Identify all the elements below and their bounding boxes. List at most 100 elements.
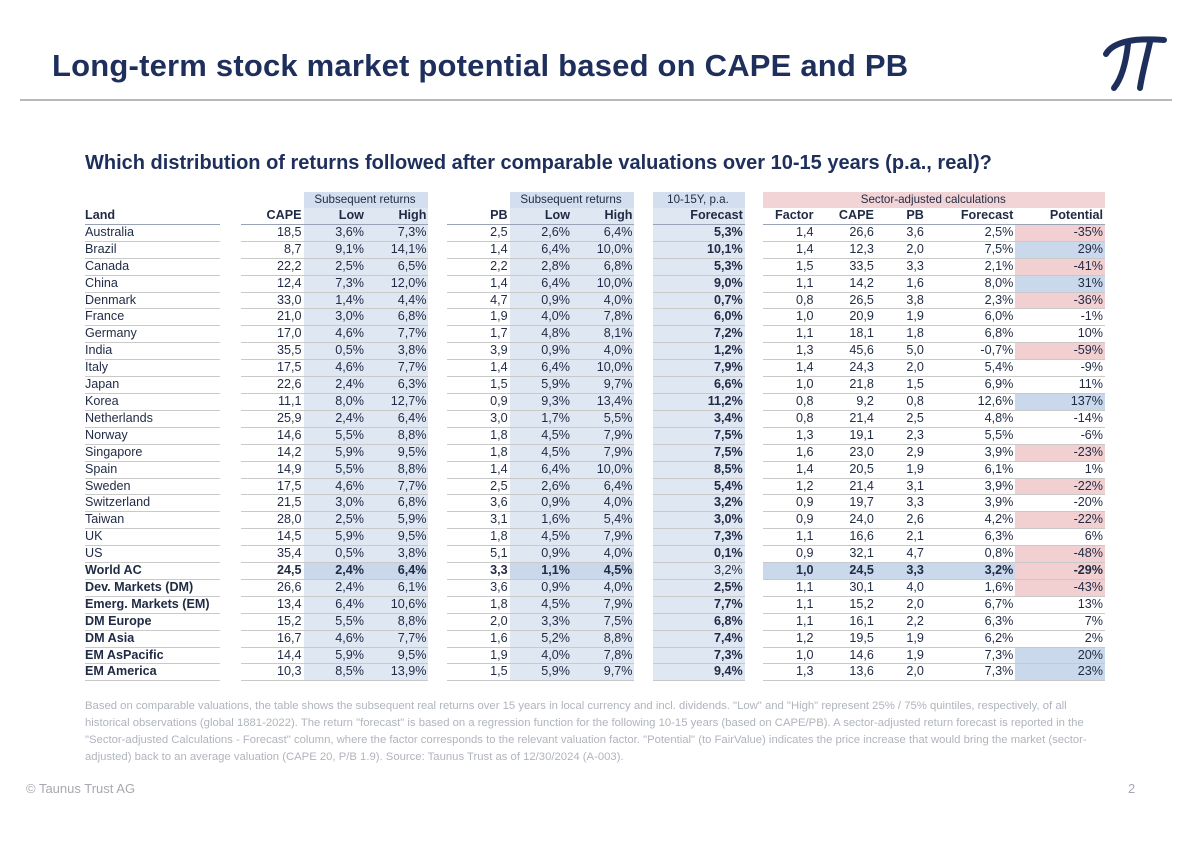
table-row: Emerg. Markets (EM) 13,4 6,4% 10,6% 1,8 4,5% 7… xyxy=(85,596,1105,614)
cell-adj-pb: 2,0 xyxy=(875,359,926,378)
cell-cape-high: 6,1% xyxy=(365,579,429,597)
cell-adj-forecast: 4,8% xyxy=(925,410,1016,428)
cell-cape: 17,5 xyxy=(241,359,304,378)
cell-cape: 26,6 xyxy=(241,579,304,597)
cell-factor: 1,5 xyxy=(763,258,816,276)
column-header-cape-high: High xyxy=(365,208,429,225)
table-row: DM Asia 16,7 4,6% 7,7% 1,6 5,2% 8,8% 7,4% 1,2 19,… xyxy=(85,630,1105,648)
cell-cape-high: 12,7% xyxy=(365,393,429,411)
cell-adj-pb: 4,0 xyxy=(875,579,926,597)
cell-adj-forecast: 6,1% xyxy=(925,461,1016,479)
cell-forecast: 6,0% xyxy=(653,308,745,327)
cell-cape: 16,7 xyxy=(241,630,304,648)
cell-pb-high: 4,0% xyxy=(572,494,635,513)
cell-adj-pb: 3,1 xyxy=(875,478,926,496)
cell-adj-forecast: 6,3% xyxy=(925,613,1016,631)
cell-pb: 0,9 xyxy=(447,393,510,411)
cell-forecast: 9,0% xyxy=(653,275,745,293)
cell-cape-high: 8,8% xyxy=(365,613,429,631)
cell-adj-cape: 33,5 xyxy=(815,258,876,276)
row-label: Australia xyxy=(85,224,221,242)
cell-adj-forecast: 3,9% xyxy=(925,444,1016,462)
cell-pb-high: 7,9% xyxy=(572,427,635,445)
cell-adj-pb: 1,9 xyxy=(875,461,926,479)
cell-pb: 2,5 xyxy=(447,478,510,496)
cell-factor: 0,8 xyxy=(763,410,816,428)
cell-pb-high: 6,8% xyxy=(572,258,635,276)
cell-pb-low: 6,4% xyxy=(509,461,573,479)
cell-forecast: 5,3% xyxy=(653,258,745,276)
cell-adj-forecast: 7,5% xyxy=(925,241,1016,259)
cell-cape-high: 8,8% xyxy=(365,461,429,479)
cell-pb-low: 0,9% xyxy=(509,579,573,597)
cell-cape-low: 8,0% xyxy=(303,393,366,411)
cell-adj-cape: 26,5 xyxy=(815,292,876,310)
cell-cape-high: 6,5% xyxy=(365,258,429,276)
cell-cape: 8,7 xyxy=(241,241,304,259)
row-label: Korea xyxy=(85,393,221,411)
cell-cape-high: 9,5% xyxy=(365,647,429,665)
cell-cape-low: 3,6% xyxy=(303,224,366,242)
cell-pb: 3,6 xyxy=(447,494,510,513)
table-row: Japan 22,6 2,4% 6,3% 1,5 5,9% 9,7% 6,6% 1,0 21,8 1… xyxy=(85,376,1105,394)
cell-pb-high: 8,8% xyxy=(572,630,635,648)
cell-adj-cape: 24,5 xyxy=(815,562,876,580)
cell-cape-high: 5,9% xyxy=(365,511,429,530)
cell-pb-low: 0,9% xyxy=(509,342,573,361)
row-label: Norway xyxy=(85,427,221,445)
cell-pb-low: 5,9% xyxy=(509,663,573,682)
cell-pb-high: 7,9% xyxy=(572,596,635,614)
table-row: EM America 10,3 8,5% 13,9% 1,5 5,9% 9,7% 9,4% 1,… xyxy=(85,663,1105,682)
table-row: World AC 24,5 2,4% 6,4% 3,3 1,1% 4,5% 3,2% 1,0 24… xyxy=(85,562,1105,580)
table-row: Brazil 8,7 9,1% 14,1% 1,4 6,4% 10,0% 10,1% 1,4 12… xyxy=(85,241,1105,259)
row-label: Japan xyxy=(85,376,221,394)
cell-forecast: 6,8% xyxy=(653,613,745,631)
row-label: Singapore xyxy=(85,444,221,462)
cell-cape-low: 2,5% xyxy=(303,511,366,530)
cell-cape: 12,4 xyxy=(241,275,304,293)
cell-pb: 3,3 xyxy=(447,562,510,580)
cell-cape-low: 2,4% xyxy=(303,579,366,597)
cell-forecast: 2,5% xyxy=(653,579,745,597)
cell-adj-cape: 19,7 xyxy=(815,494,876,513)
cell-cape-high: 6,8% xyxy=(365,308,429,327)
column-header-potential: Potential xyxy=(1015,208,1105,225)
cell-factor: 1,4 xyxy=(763,461,816,479)
cell-factor: 0,8 xyxy=(763,292,816,310)
cell-adj-pb: 2,0 xyxy=(875,241,926,259)
cell-cape-low: 8,5% xyxy=(303,663,366,682)
cell-adj-forecast: 0,8% xyxy=(925,545,1016,564)
cell-cape-high: 7,7% xyxy=(365,630,429,648)
cell-cape: 35,4 xyxy=(241,545,304,564)
cell-pb-high: 7,9% xyxy=(572,444,635,462)
cell-adj-forecast: 2,5% xyxy=(925,224,1016,242)
cell-adj-forecast: 6,0% xyxy=(925,308,1016,327)
cell-potential: -9% xyxy=(1015,359,1105,378)
cell-cape-low: 9,1% xyxy=(303,241,366,259)
cell-pb-high: 7,9% xyxy=(572,528,635,547)
cell-pb-high: 4,0% xyxy=(572,342,635,361)
cell-potential: 7% xyxy=(1015,613,1105,631)
cell-cape-high: 13,9% xyxy=(365,663,429,682)
group-header-subsequent-returns-pb: Subsequent returns xyxy=(509,192,635,208)
cell-adj-forecast: 2,1% xyxy=(925,258,1016,276)
cell-cape: 17,0 xyxy=(241,325,304,344)
cell-factor: 1,1 xyxy=(763,613,816,631)
cell-cape-low: 7,3% xyxy=(303,275,366,293)
valuation-returns-table: Subsequent returns Subsequent returns 10… xyxy=(85,192,1105,682)
row-label: Brazil xyxy=(85,241,221,259)
cell-potential: 2% xyxy=(1015,630,1105,648)
cell-adj-forecast: 6,9% xyxy=(925,376,1016,394)
cell-adj-forecast: 3,9% xyxy=(925,494,1016,513)
cell-factor: 1,1 xyxy=(763,596,816,614)
cell-pb-low: 4,0% xyxy=(509,647,573,665)
row-label: India xyxy=(85,342,221,361)
cell-forecast: 8,5% xyxy=(653,461,745,479)
cell-adj-cape: 26,6 xyxy=(815,224,876,242)
cell-cape-high: 6,8% xyxy=(365,494,429,513)
group-header-sector-adjusted: Sector-adjusted calculations xyxy=(763,192,1105,208)
table-row: Germany 17,0 4,6% 7,7% 1,7 4,8% 8,1% 7,2% 1,1 18,… xyxy=(85,325,1105,344)
cell-potential: 6% xyxy=(1015,528,1105,547)
cell-potential: -41% xyxy=(1015,258,1105,276)
cell-forecast: 9,4% xyxy=(653,663,745,682)
